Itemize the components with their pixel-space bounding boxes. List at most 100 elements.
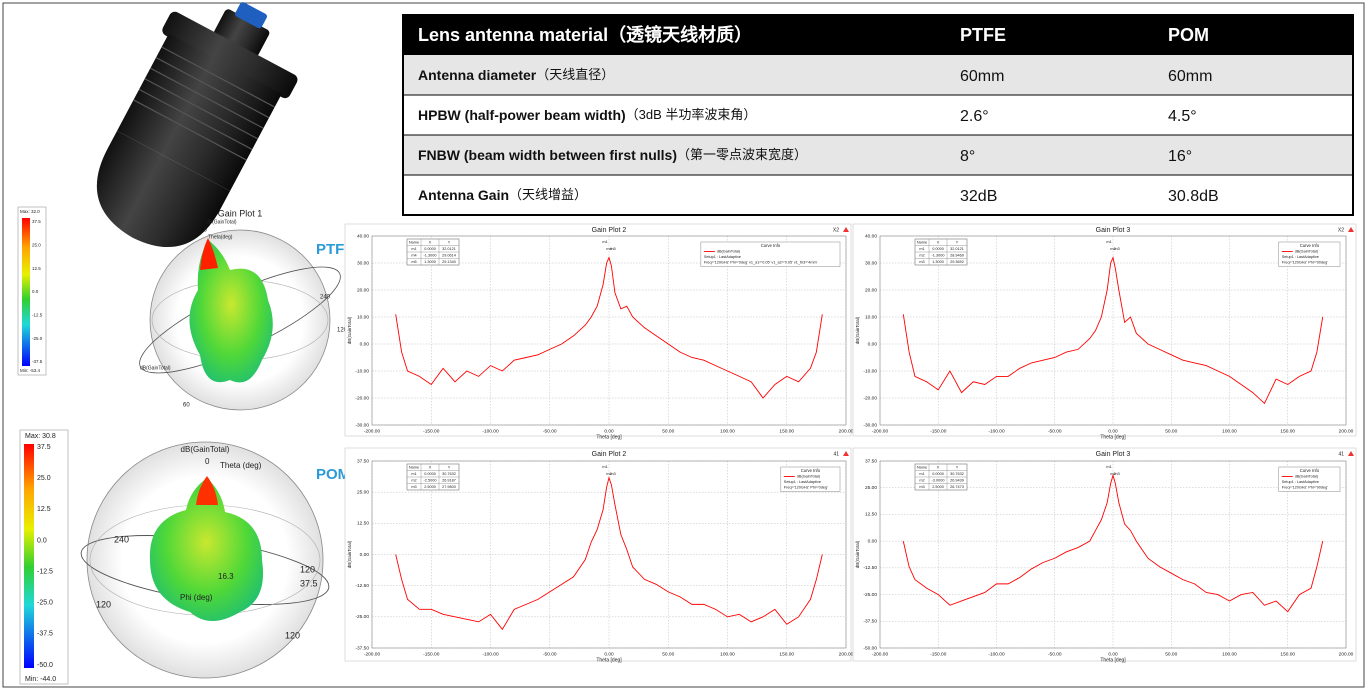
marker-text: m5	[411, 260, 416, 264]
curve-info-line: Setup1 : LastAdaptive	[784, 480, 821, 484]
x-tick-label: -200.00	[364, 428, 381, 434]
marker-text: Y	[448, 465, 451, 469]
x-tick-label: -200.00	[872, 428, 889, 434]
colorbar-label: 25.0	[32, 243, 41, 248]
marker-text: m2	[411, 478, 416, 482]
colorbar-label: -50.0	[37, 662, 53, 669]
plot-corner: 41	[1338, 451, 1344, 457]
x-tick-label: -100.00	[988, 428, 1005, 434]
x-tick-label: 200.00	[1339, 651, 1354, 657]
annotation: Phi (deg)	[180, 593, 213, 602]
marker-text: X	[937, 240, 940, 244]
marker-text: 29.3692	[950, 260, 964, 264]
cell: 8°	[960, 148, 975, 165]
x-tick-label: -200.00	[364, 651, 381, 657]
cell: 16°	[1168, 148, 1192, 165]
y-tick-label: 30.00	[865, 260, 877, 266]
marker-text: Name	[917, 465, 927, 469]
marker-text: m1	[919, 247, 924, 251]
y-tick-label: -30.00	[355, 422, 369, 428]
x-tick-label: 200.00	[1339, 428, 1354, 434]
curve-info-line: Setup1 : LastAdaptive	[1282, 480, 1319, 484]
table-header: PTFE	[960, 25, 1006, 45]
marker-text: 27.9800	[442, 485, 456, 489]
y-tick-label: 0.00	[868, 341, 878, 347]
marker-text: 1.3000	[424, 260, 436, 264]
y-tick-label: 30.00	[357, 260, 369, 266]
marker-text: 28.9469	[950, 253, 964, 257]
annotation: dB(GainTotal)	[206, 219, 237, 225]
marker-text: 0.0000	[932, 472, 944, 476]
marker-text: 29.1340	[442, 260, 456, 264]
annotation: Theta(deg)	[208, 234, 233, 240]
marker-text: X	[429, 240, 432, 244]
curve-info-line: Setup1 : LastAdaptive	[704, 255, 741, 259]
y-axis-label: dB(GainTotal)	[347, 540, 352, 568]
y-tick-label: 25.00	[865, 485, 877, 491]
y-tick-label: -37.50	[355, 645, 369, 651]
x-tick-label: -50.00	[543, 428, 557, 434]
curve-info-title: Curve Info	[801, 468, 821, 473]
marker-label: m1	[1106, 464, 1112, 469]
x-tick-label: 150.00	[1280, 651, 1295, 657]
page: Lens antenna material（透镜天线材质） PTFE POM A…	[0, 0, 1368, 691]
y-axis-label: dB(GainTotal)	[855, 540, 860, 568]
colorbar-label: 0.0	[37, 537, 47, 544]
y-tick-label: -20.00	[863, 395, 877, 401]
legend-entry: dB(GainTotal)	[717, 250, 741, 254]
annotation: 37.5	[300, 578, 318, 588]
marker-text: 30.7632	[950, 472, 964, 476]
marker-label: m1	[602, 464, 608, 469]
marker-text: m3	[919, 485, 924, 489]
x-tick-label: -150.00	[930, 651, 947, 657]
marker-label: m3	[1114, 471, 1120, 476]
row-label: HPBW (half-power beam width)（3dB 半功率波束角）	[418, 107, 756, 123]
y-tick-label: 20.00	[865, 287, 877, 293]
annotation: 0	[205, 457, 210, 466]
marker-text: 1.3000	[932, 260, 944, 264]
curve-info-title: Curve Info	[761, 243, 781, 248]
x-tick-label: -150.00	[930, 428, 947, 434]
marker-text: m1	[411, 247, 416, 251]
colorbar-label: 37.5	[32, 219, 41, 224]
marker-text: Y	[956, 465, 959, 469]
legend-entry: dB(GainTotal)	[797, 475, 821, 479]
marker-label: m5	[610, 246, 616, 251]
plot-title: Gain Plot 3	[1096, 451, 1131, 458]
marker-text: 2.5000	[932, 485, 944, 489]
colorbar-label: 12.5	[37, 506, 51, 513]
y-tick-label: -10.00	[863, 368, 877, 374]
row-label: FNBW (beam width between first nulls)（第一…	[418, 147, 807, 163]
y-tick-label: 10.00	[865, 314, 877, 320]
plot-corner: X2	[833, 227, 839, 233]
annotation: 240	[320, 295, 331, 301]
marker-text: 30.7632	[442, 472, 456, 476]
x-tick-label: 200.00	[839, 428, 854, 434]
marker-text: 26.7473	[950, 485, 964, 489]
colorbar-label: -12.5	[37, 568, 53, 575]
marker-text: -3.0000	[932, 478, 945, 482]
x-axis-label: Theta [deg]	[596, 657, 622, 663]
y-tick-label: 37.50	[865, 458, 877, 464]
marker-text: -1.3000	[424, 253, 437, 257]
y-tick-label: -20.00	[355, 395, 369, 401]
y-tick-label: 37.50	[357, 458, 369, 464]
annotation: 120	[300, 564, 315, 574]
y-tick-label: -25.00	[863, 592, 877, 598]
spec-table: Lens antenna material（透镜天线材质） PTFE POM A…	[403, 15, 1353, 215]
y-tick-label: -12.50	[355, 583, 369, 589]
marker-text: 26.9187	[442, 478, 456, 482]
plot-title: Gain Plot 3	[1096, 227, 1131, 234]
x-tick-label: 100.00	[1222, 428, 1237, 434]
x-tick-label: -50.00	[543, 651, 557, 657]
x-tick-label: 100.00	[720, 428, 735, 434]
marker-text: -2.5000	[424, 478, 437, 482]
y-tick-label: 10.00	[357, 314, 369, 320]
colorbar-label: -25.0	[37, 600, 53, 607]
colorbar-label: -12.5	[32, 313, 43, 318]
curve-info-line: Freq='120GHz' Phi='0deg'	[784, 486, 828, 490]
annotation: 16.3	[218, 572, 234, 581]
y-tick-label: 40.00	[357, 233, 369, 239]
x-tick-label: -50.00	[1048, 428, 1062, 434]
annotation: 60	[183, 403, 190, 409]
